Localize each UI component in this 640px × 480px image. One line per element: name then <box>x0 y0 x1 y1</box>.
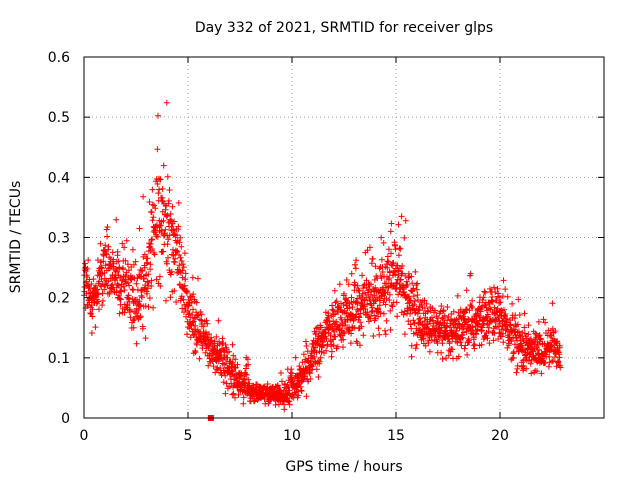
grid-lines <box>84 57 604 418</box>
x-tick-label-20: 20 <box>491 428 509 444</box>
y-tick-label-5: 0.5 <box>48 110 70 126</box>
chart-title: Day 332 of 2021, SRMTID for receiver glp… <box>195 20 493 36</box>
x-tick-label-10: 10 <box>283 428 301 444</box>
y-tick-label-6: 0.6 <box>48 50 70 66</box>
x-tick-label-15: 15 <box>387 428 405 444</box>
data-points <box>81 99 564 421</box>
x-tick-label-5: 5 <box>184 428 193 444</box>
y-tick-label-1: 0.1 <box>48 351 70 367</box>
y-axis-label: SRMTID / TECUs <box>8 181 24 294</box>
x-tick-labels: 0 5 10 15 20 <box>80 428 509 444</box>
y-tick-label-2: 0.2 <box>48 291 70 307</box>
scatter-markers <box>81 99 564 413</box>
y-tick-label-3: 0.3 <box>48 231 70 247</box>
y-tick-labels: 0 0.1 0.2 0.3 0.4 0.5 0.6 <box>48 50 70 427</box>
x-tick-label-0: 0 <box>80 428 89 444</box>
y-tick-label-0: 0 <box>61 411 70 427</box>
x-axis-label: GPS time / hours <box>285 459 402 475</box>
y-tick-label-4: 0.4 <box>48 170 70 186</box>
axis-ticks <box>83 56 604 419</box>
